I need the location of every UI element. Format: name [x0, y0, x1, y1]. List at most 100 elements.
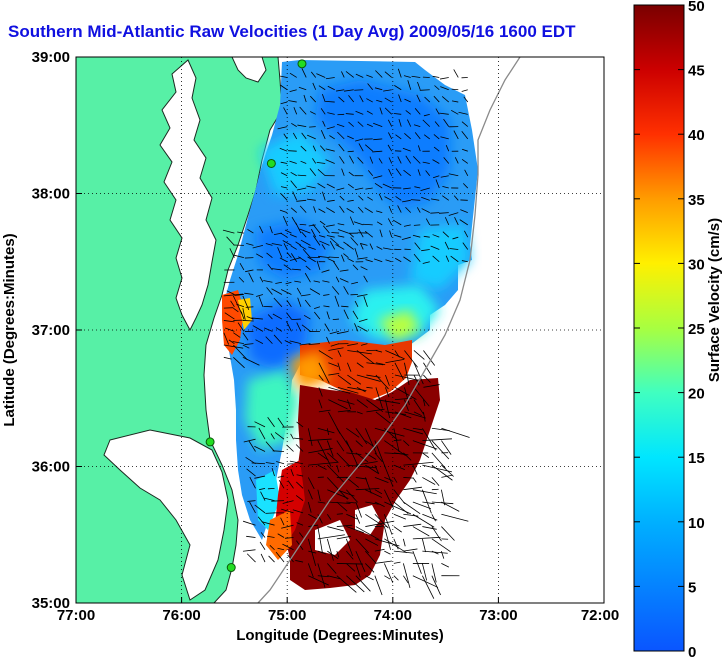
velocity-vector	[433, 146, 440, 152]
velocity-vector	[317, 526, 323, 554]
velocity-vector	[433, 95, 440, 103]
velocity-vector	[357, 294, 368, 297]
velocity-vector	[364, 230, 373, 238]
velocity-vector	[259, 541, 266, 550]
velocity-vector	[385, 259, 392, 263]
velocity-vector	[299, 205, 307, 213]
velocity-vector	[265, 243, 273, 246]
velocity-vector	[306, 185, 316, 189]
velocity-vector	[318, 350, 333, 360]
velocity-vector	[337, 399, 355, 405]
velocity-vector	[341, 71, 345, 78]
y-tick-label: 37:00	[32, 322, 70, 339]
velocity-vector	[460, 209, 468, 213]
velocity-vector	[422, 438, 452, 441]
velocity-vector	[423, 134, 431, 140]
y-tick-label: 35:00	[32, 595, 70, 612]
velocity-vector	[403, 575, 409, 584]
velocity-vector	[295, 444, 304, 452]
velocity-vector	[394, 350, 400, 358]
velocity-vector	[367, 170, 374, 177]
y-tick-label: 36:00	[32, 459, 70, 476]
velocity-vector	[366, 74, 373, 78]
velocity-vector	[355, 563, 361, 578]
velocity-vector	[374, 513, 389, 529]
colorbar-tick-label: 10	[688, 515, 705, 532]
x-tick-label: 74:00	[374, 607, 412, 624]
velocity-vector	[280, 172, 288, 177]
velocity-vector	[383, 489, 394, 509]
velocity-vector	[349, 216, 355, 226]
velocity-vector	[359, 243, 364, 250]
velocity-vector	[419, 89, 430, 91]
velocity-vector	[410, 199, 421, 201]
velocity-vector	[365, 538, 379, 546]
velocity-vector	[374, 452, 383, 463]
velocity-vector	[337, 235, 345, 238]
velocity-vector	[357, 257, 368, 260]
velocity-vector	[289, 72, 297, 78]
colorbar-tick-label: 40	[688, 127, 705, 144]
velocity-vector	[407, 80, 412, 90]
velocity-vector	[297, 174, 307, 177]
colorbar-tick-label: 50	[688, 0, 705, 15]
x-tick-label: 76:00	[162, 607, 200, 624]
velocity-vector	[276, 461, 285, 465]
velocity-vector	[404, 98, 411, 103]
y-tick-label: 38:00	[32, 186, 70, 203]
velocity-vector	[356, 374, 381, 382]
velocity-vector	[317, 534, 345, 540]
velocity-vector	[413, 374, 420, 386]
velocity-vector	[431, 452, 446, 469]
velocity-vector	[251, 462, 266, 465]
velocity-vector	[347, 135, 354, 140]
velocity-vector	[267, 535, 275, 538]
velocity-vector	[301, 231, 307, 238]
velocity-vector	[432, 159, 440, 164]
velocity-vector	[365, 513, 383, 526]
x-tick-label: 77:00	[57, 607, 95, 624]
velocity-vector	[422, 119, 431, 127]
velocity-vector	[461, 89, 468, 92]
velocity-vector	[326, 336, 330, 344]
velocity-vector	[336, 535, 351, 540]
velocity-vector	[331, 232, 339, 234]
velocity-vector	[226, 290, 235, 295]
velocity-vector	[403, 187, 411, 190]
velocity-vector	[445, 145, 450, 152]
velocity-vector	[327, 199, 335, 202]
velocity-vector	[393, 550, 414, 554]
velocity-vector	[244, 343, 254, 345]
velocity-vector	[294, 280, 301, 283]
velocity-vector	[354, 300, 359, 307]
velocity-vector	[414, 108, 421, 115]
velocity-vector	[248, 272, 254, 283]
velocity-vector	[258, 427, 266, 440]
station-marker	[226, 563, 236, 573]
velocity-vector	[337, 131, 345, 140]
velocity-vector	[295, 560, 304, 563]
velocity-vector	[230, 300, 235, 308]
velocity-vector	[327, 85, 335, 91]
velocity-vector	[312, 235, 321, 246]
velocity-vector	[336, 330, 349, 335]
velocity-vector	[326, 538, 334, 561]
velocity-vector	[247, 229, 254, 234]
velocity-vector	[374, 427, 405, 437]
velocity-vector	[374, 575, 383, 596]
velocity-vector	[423, 399, 426, 407]
velocity-vector	[304, 272, 311, 283]
velocity-vector	[320, 108, 326, 115]
velocity-vector	[273, 297, 283, 308]
velocity-vector	[346, 550, 354, 560]
velocity-vector	[337, 362, 341, 371]
velocity-vector	[223, 356, 232, 360]
velocity-vector	[414, 186, 421, 189]
velocity-vector	[292, 509, 304, 514]
velocity-vector	[464, 230, 469, 238]
velocity-vector	[232, 295, 243, 315]
velocity-vector	[307, 489, 313, 500]
velocity-vector	[290, 433, 294, 440]
velocity-vector	[463, 96, 469, 103]
velocity-vector	[357, 121, 364, 127]
